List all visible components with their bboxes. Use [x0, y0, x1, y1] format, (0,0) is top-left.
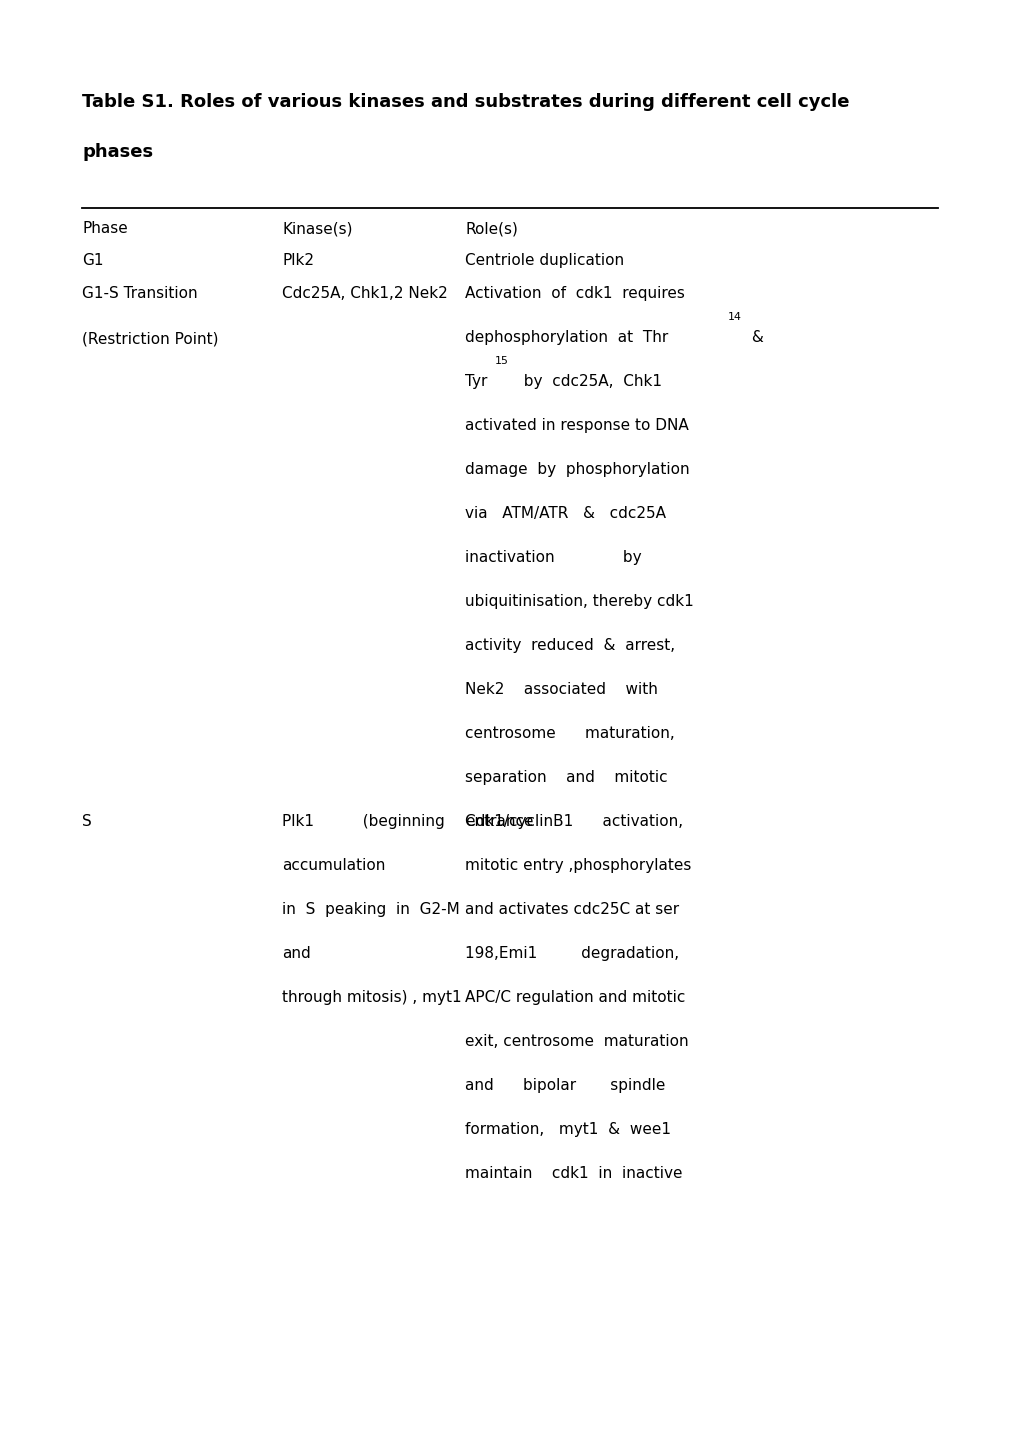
Text: activity  reduced  &  arrest,: activity reduced & arrest,: [465, 638, 675, 654]
Text: Nek2    associated    with: Nek2 associated with: [465, 683, 657, 697]
Text: entrance: entrance: [465, 814, 533, 828]
Text: in  S  peaking  in  G2-M: in S peaking in G2-M: [281, 902, 460, 916]
Text: 198,Emi1         degradation,: 198,Emi1 degradation,: [465, 947, 679, 961]
Text: and activates cdc25C at ser: and activates cdc25C at ser: [465, 902, 679, 916]
Text: Cdc25A, Chk1,2 Nek2: Cdc25A, Chk1,2 Nek2: [281, 286, 447, 302]
Text: by  cdc25A,  Chk1: by cdc25A, Chk1: [514, 374, 661, 390]
Text: Cdk1/cyclinB1      activation,: Cdk1/cyclinB1 activation,: [465, 814, 683, 828]
Text: Plk2: Plk2: [281, 253, 314, 268]
Text: Kinase(s): Kinase(s): [281, 221, 353, 237]
Text: centrosome      maturation,: centrosome maturation,: [465, 726, 675, 742]
Text: Phase: Phase: [82, 221, 127, 237]
Text: and: and: [281, 947, 311, 961]
Text: S: S: [82, 814, 92, 828]
Text: formation,   myt1  &  wee1: formation, myt1 & wee1: [465, 1123, 671, 1137]
Text: accumulation: accumulation: [281, 859, 385, 873]
Text: exit, centrosome  maturation: exit, centrosome maturation: [465, 1035, 688, 1049]
Text: (Restriction Point): (Restriction Point): [82, 330, 218, 346]
Text: &: &: [747, 330, 763, 345]
Text: Role(s): Role(s): [465, 221, 518, 237]
Text: mitotic entry ,phosphorylates: mitotic entry ,phosphorylates: [465, 859, 691, 873]
Text: 14: 14: [728, 312, 742, 322]
Text: dephosphorylation  at  Thr: dephosphorylation at Thr: [465, 330, 667, 345]
Text: Table S1. Roles of various kinases and substrates during different cell cycle: Table S1. Roles of various kinases and s…: [82, 92, 849, 111]
Text: through mitosis) , myt1: through mitosis) , myt1: [281, 990, 462, 1004]
Text: ubiquitinisation, thereby cdk1: ubiquitinisation, thereby cdk1: [465, 595, 693, 609]
Text: Plk1          (beginning: Plk1 (beginning: [281, 814, 444, 828]
Text: G1-S Transition: G1-S Transition: [82, 286, 198, 302]
Text: Tyr: Tyr: [465, 374, 487, 390]
Text: activated in response to DNA: activated in response to DNA: [465, 418, 688, 433]
Text: separation    and    mitotic: separation and mitotic: [465, 771, 667, 785]
Text: damage  by  phosphorylation: damage by phosphorylation: [465, 462, 689, 478]
Text: maintain    cdk1  in  inactive: maintain cdk1 in inactive: [465, 1166, 682, 1180]
Text: G1: G1: [82, 253, 103, 268]
Text: inactivation              by: inactivation by: [465, 550, 641, 566]
Text: via   ATM/ATR   &   cdc25A: via ATM/ATR & cdc25A: [465, 506, 665, 521]
Text: 15: 15: [494, 356, 508, 367]
Text: APC/C regulation and mitotic: APC/C regulation and mitotic: [465, 990, 685, 1004]
Text: and      bipolar       spindle: and bipolar spindle: [465, 1078, 664, 1092]
Text: phases: phases: [82, 143, 153, 162]
Text: Activation  of  cdk1  requires: Activation of cdk1 requires: [465, 286, 684, 302]
Text: Centriole duplication: Centriole duplication: [465, 253, 624, 268]
